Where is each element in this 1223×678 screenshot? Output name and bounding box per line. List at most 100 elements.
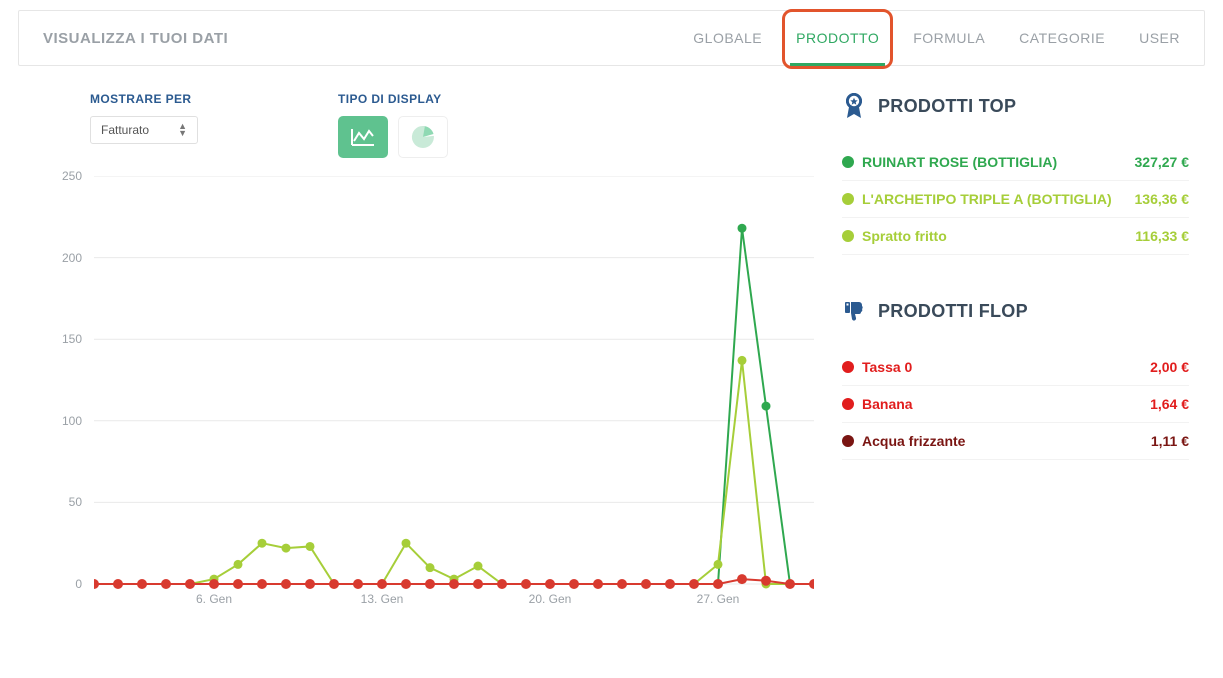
series-red-marker — [233, 579, 243, 589]
series-red-marker — [617, 579, 627, 589]
tabs: GLOBALE PRODOTTO FORMULA CATEGORIE USER — [693, 11, 1180, 65]
series-red-marker — [185, 579, 195, 589]
y-tick-label: 250 — [52, 169, 82, 183]
dot-icon — [842, 361, 854, 373]
dot-icon — [842, 230, 854, 242]
x-tick-label: 6. Gen — [196, 592, 232, 606]
top-product-value: 327,27 € — [1135, 154, 1190, 170]
display-line-button[interactable] — [338, 116, 388, 158]
tab-categorie[interactable]: CATEGORIE — [1019, 11, 1105, 65]
show-by-control: MOSTRARE PER Fatturato ▲▼ — [90, 92, 198, 158]
dot-icon — [842, 435, 854, 447]
select-arrows-icon: ▲▼ — [178, 123, 187, 137]
chart-plot — [94, 176, 814, 606]
top-product-label: Spratto fritto — [862, 228, 947, 244]
award-icon — [842, 92, 866, 120]
series-green-light-marker — [426, 563, 435, 572]
show-by-label: MOSTRARE PER — [90, 92, 198, 106]
flop-product-row[interactable]: Acqua frizzante 1,11 € — [842, 423, 1189, 460]
y-tick-label: 50 — [52, 495, 82, 509]
series-red-marker — [521, 579, 531, 589]
top-title: PRODOTTI TOP — [878, 96, 1016, 117]
display-type-label: TIPO DI DISPLAY — [338, 92, 448, 106]
series-red-marker — [785, 579, 795, 589]
flop-product-row[interactable]: Banana 1,64 € — [842, 386, 1189, 423]
series-green-light-marker — [258, 539, 267, 548]
top-product-value: 116,33 € — [1135, 228, 1189, 244]
series-red-marker — [353, 579, 363, 589]
flop-product-value: 2,00 € — [1150, 359, 1189, 375]
series-red-marker — [473, 579, 483, 589]
line-chart-icon — [350, 127, 376, 147]
series-green-light-marker — [474, 562, 483, 571]
dot-icon — [842, 398, 854, 410]
tab-prodotto[interactable]: PRODOTTO — [796, 11, 879, 65]
flop-section: PRODOTTI FLOP Tassa 0 2,00 € Banana 1,64 € A… — [842, 297, 1189, 460]
series-red-marker — [713, 579, 723, 589]
tab-globale[interactable]: GLOBALE — [693, 11, 762, 65]
x-tick-label: 27. Gen — [697, 592, 740, 606]
series-red-marker — [761, 576, 771, 586]
y-tick-label: 100 — [52, 414, 82, 428]
top-product-row[interactable]: L'ARCHETIPO TRIPLE A (BOTTIGLIA) 136,36 € — [842, 181, 1189, 218]
show-by-value: Fatturato — [101, 123, 149, 137]
flop-product-value: 1,11 € — [1151, 433, 1189, 449]
series-green-light-marker — [282, 544, 291, 553]
top-product-label: RUINART ROSE (BOTTIGLIA) — [862, 154, 1057, 170]
flop-product-row[interactable]: Tassa 0 2,00 € — [842, 349, 1189, 386]
series-red-marker — [569, 579, 579, 589]
series-red-marker — [593, 579, 603, 589]
series-red-marker — [257, 579, 267, 589]
flop-product-label: Tassa 0 — [862, 359, 912, 375]
series-red-marker — [689, 579, 699, 589]
series-red-marker — [377, 579, 387, 589]
thumbs-down-icon — [842, 297, 866, 325]
series-red-marker — [449, 579, 459, 589]
series-green-light-marker — [714, 560, 723, 569]
series-red-marker — [497, 579, 507, 589]
series-red-marker — [305, 579, 315, 589]
series-green-dark-marker — [762, 402, 771, 411]
dot-icon — [842, 156, 854, 168]
y-tick-label: 0 — [52, 577, 82, 591]
flop-product-label: Banana — [862, 396, 913, 412]
series-red-marker — [281, 579, 291, 589]
flop-product-label: Acqua frizzante — [862, 433, 965, 449]
series-red-marker — [665, 579, 675, 589]
y-tick-label: 150 — [52, 332, 82, 346]
x-tick-label: 20. Gen — [529, 592, 572, 606]
series-red-marker — [641, 579, 651, 589]
series-red-marker — [94, 579, 99, 589]
series-green-dark-line — [94, 228, 814, 584]
page-title: VISUALIZZA I TUOI DATI — [43, 30, 228, 47]
series-red-marker — [545, 579, 555, 589]
series-green-light-marker — [738, 356, 747, 365]
flop-product-value: 1,64 € — [1150, 396, 1189, 412]
show-by-select[interactable]: Fatturato ▲▼ — [90, 116, 198, 144]
dot-icon — [842, 193, 854, 205]
flop-title: PRODOTTI FLOP — [878, 301, 1028, 322]
series-red-marker — [329, 579, 339, 589]
display-pie-button[interactable] — [398, 116, 448, 158]
header-bar: VISUALIZZA I TUOI DATI GLOBALE PRODOTTO … — [18, 10, 1205, 66]
series-red-marker — [425, 579, 435, 589]
series-red-marker — [161, 579, 171, 589]
top-product-row[interactable]: Spratto fritto 116,33 € — [842, 218, 1189, 255]
series-green-dark-marker — [738, 224, 747, 233]
top-product-value: 136,36 € — [1135, 191, 1190, 207]
series-red-marker — [809, 579, 814, 589]
display-type-control: TIPO DI DISPLAY — [338, 92, 448, 158]
series-red-marker — [137, 579, 147, 589]
series-green-light-marker — [402, 539, 411, 548]
top-product-row[interactable]: RUINART ROSE (BOTTIGLIA) 327,27 € — [842, 144, 1189, 181]
x-tick-label: 13. Gen — [361, 592, 404, 606]
series-green-light-marker — [306, 542, 315, 551]
top-product-label: L'ARCHETIPO TRIPLE A (BOTTIGLIA) — [862, 191, 1112, 207]
series-red-marker — [209, 579, 219, 589]
series-red-marker — [113, 579, 123, 589]
y-tick-label: 200 — [52, 251, 82, 265]
series-red-marker — [737, 574, 747, 584]
tab-formula[interactable]: FORMULA — [913, 11, 985, 65]
tab-user[interactable]: USER — [1139, 11, 1180, 65]
pie-chart-icon — [410, 124, 436, 150]
